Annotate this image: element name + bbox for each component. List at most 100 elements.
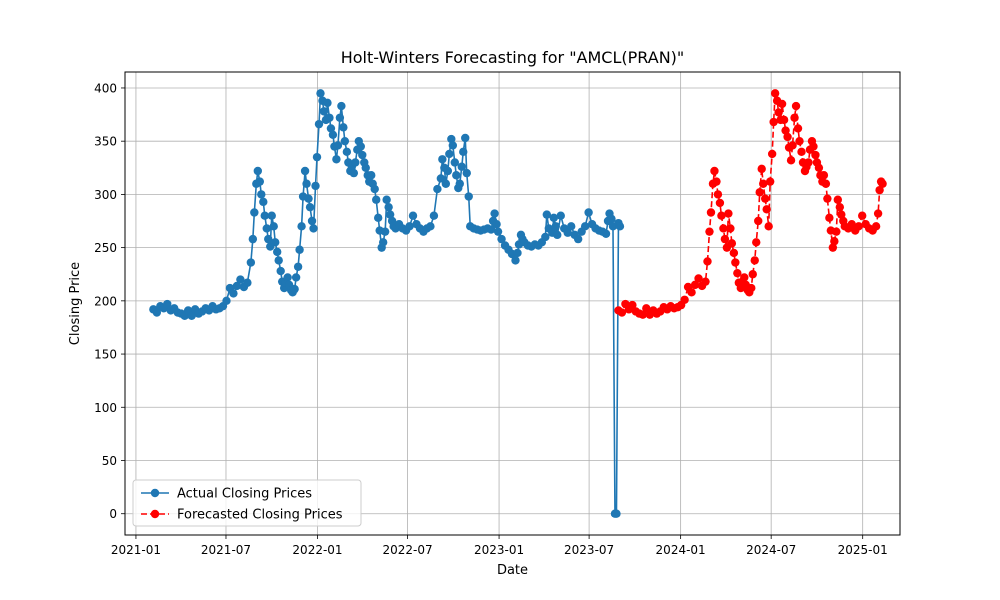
data-point <box>733 268 742 278</box>
data-point <box>269 222 278 231</box>
data-point <box>701 277 710 286</box>
data-point <box>553 230 562 240</box>
data-point <box>790 113 799 122</box>
x-tick-label: 2024-07 <box>746 543 796 557</box>
series-2 <box>614 89 887 319</box>
data-point <box>779 115 789 125</box>
data-point <box>408 211 418 220</box>
data-point <box>788 141 797 150</box>
data-point <box>264 234 273 244</box>
data-point <box>316 89 325 98</box>
data-point <box>361 163 370 172</box>
y-tick-label: 200 <box>94 294 117 308</box>
data-point <box>271 238 280 247</box>
data-point <box>311 181 320 191</box>
data-point <box>786 156 796 165</box>
legend: Actual Closing Prices Forecasted Closing … <box>132 479 362 527</box>
data-point <box>584 208 593 217</box>
data-point <box>267 211 276 220</box>
x-tick-label: 2021-01 <box>111 543 161 557</box>
data-point <box>556 211 565 220</box>
data-point <box>255 177 264 186</box>
data-point <box>542 210 552 219</box>
data-point <box>260 211 269 220</box>
data-point <box>429 211 439 220</box>
data-point <box>819 171 829 180</box>
data-point <box>340 136 350 146</box>
x-tick-label: 2025-01 <box>838 543 888 557</box>
data-point <box>337 101 346 111</box>
data-point <box>492 220 501 229</box>
data-point <box>464 192 473 201</box>
data-point <box>323 98 332 108</box>
data-point <box>312 152 322 162</box>
data-point <box>769 117 778 127</box>
data-point <box>748 270 757 279</box>
data-point <box>754 216 763 226</box>
x-tick-label: 2023-07 <box>564 543 614 557</box>
data-point <box>314 119 324 129</box>
data-point <box>246 258 256 267</box>
data-point <box>382 195 391 204</box>
chart-title: Holt-Winters Forecasting for "AMCL(PRAN)… <box>341 48 685 67</box>
axis-ticks: 2021-01 2021-07 2022-01 2022-07 2023-01 2023-… <box>94 81 888 557</box>
x-tick-label: 2022-01 <box>292 543 342 557</box>
data-point <box>358 150 367 160</box>
data-point <box>443 166 453 176</box>
data-point <box>497 234 506 244</box>
data-point <box>378 238 388 247</box>
data-point <box>236 275 245 284</box>
data-point <box>873 209 883 218</box>
data-point <box>486 225 496 234</box>
data-point <box>755 188 764 197</box>
data-point <box>549 213 558 223</box>
data-point <box>356 142 365 151</box>
legend-marker <box>150 488 160 498</box>
data-point <box>243 278 252 287</box>
data-point <box>833 195 843 204</box>
data-point <box>710 166 719 176</box>
data-point <box>405 222 414 231</box>
x-axis-label: Date <box>497 563 528 578</box>
data-point <box>750 256 759 265</box>
data-point <box>326 124 336 133</box>
data-point <box>729 248 739 258</box>
data-point <box>832 227 841 236</box>
plot-frame <box>124 71 901 536</box>
data-point <box>825 213 834 223</box>
data-point <box>804 158 813 167</box>
legend-box <box>132 479 362 527</box>
data-point <box>563 228 572 237</box>
data-point <box>257 190 266 199</box>
data-point <box>367 171 376 180</box>
data-point <box>791 101 801 111</box>
y-tick-label: 300 <box>94 188 117 202</box>
data-point <box>461 133 470 143</box>
data-point <box>426 222 435 231</box>
data-point <box>455 179 464 188</box>
data-point <box>724 209 733 218</box>
data-point <box>445 149 454 159</box>
y-tick-label: 250 <box>94 241 117 255</box>
data-point <box>229 289 238 298</box>
data-point <box>295 245 304 254</box>
data-point <box>580 222 590 231</box>
data-point <box>793 124 803 133</box>
data-point <box>222 296 231 306</box>
data-point <box>617 308 627 317</box>
data-point <box>339 123 348 132</box>
data-point <box>717 211 726 220</box>
x-tick-label: 2024-01 <box>656 543 706 557</box>
data-point <box>858 211 867 220</box>
data-point <box>715 198 725 208</box>
data-point <box>774 108 783 117</box>
data-point <box>297 222 306 231</box>
data-point <box>304 194 313 203</box>
data-point <box>309 224 318 233</box>
data-point <box>433 184 442 194</box>
data-point <box>333 141 343 150</box>
data-point <box>814 163 824 172</box>
data-point <box>638 310 648 319</box>
data-point <box>541 232 550 242</box>
data-point <box>567 222 576 231</box>
